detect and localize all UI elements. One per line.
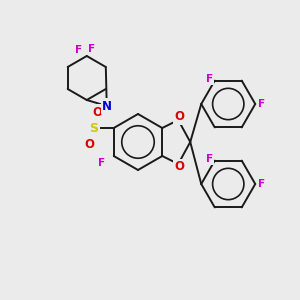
Text: F: F <box>75 45 82 55</box>
Text: F: F <box>98 158 105 168</box>
Text: O: O <box>174 110 184 124</box>
Text: F: F <box>88 44 95 54</box>
Text: N: N <box>102 100 112 112</box>
Text: O: O <box>85 137 95 151</box>
Text: S: S <box>89 122 98 134</box>
Text: O: O <box>174 160 184 173</box>
Text: F: F <box>258 179 265 189</box>
Text: O: O <box>93 106 103 118</box>
Text: F: F <box>206 74 213 84</box>
Text: F: F <box>258 99 265 109</box>
Text: F: F <box>206 154 213 164</box>
